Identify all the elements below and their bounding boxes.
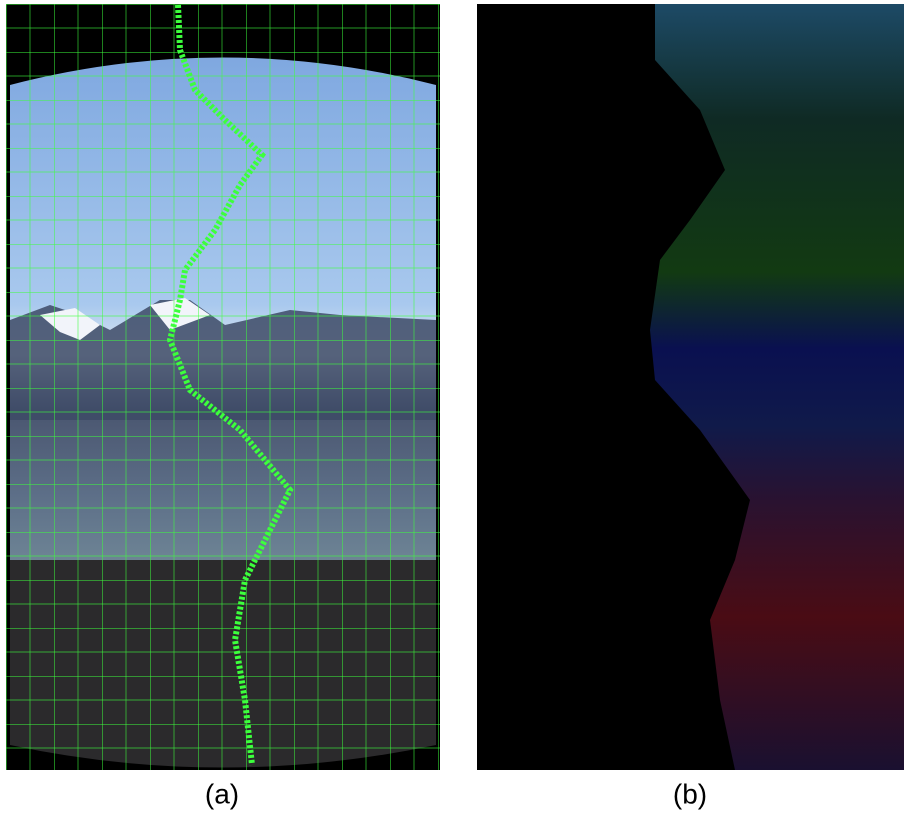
figure: (a) (b) [0,0,904,815]
page: {"panels": [{"label": "(a)"}, {"label": … [0,0,904,815]
panel-label: (b) [673,778,707,809]
panel-b-image [477,4,904,770]
panel-a-image [6,4,440,770]
panel-label: (a) [205,778,239,809]
